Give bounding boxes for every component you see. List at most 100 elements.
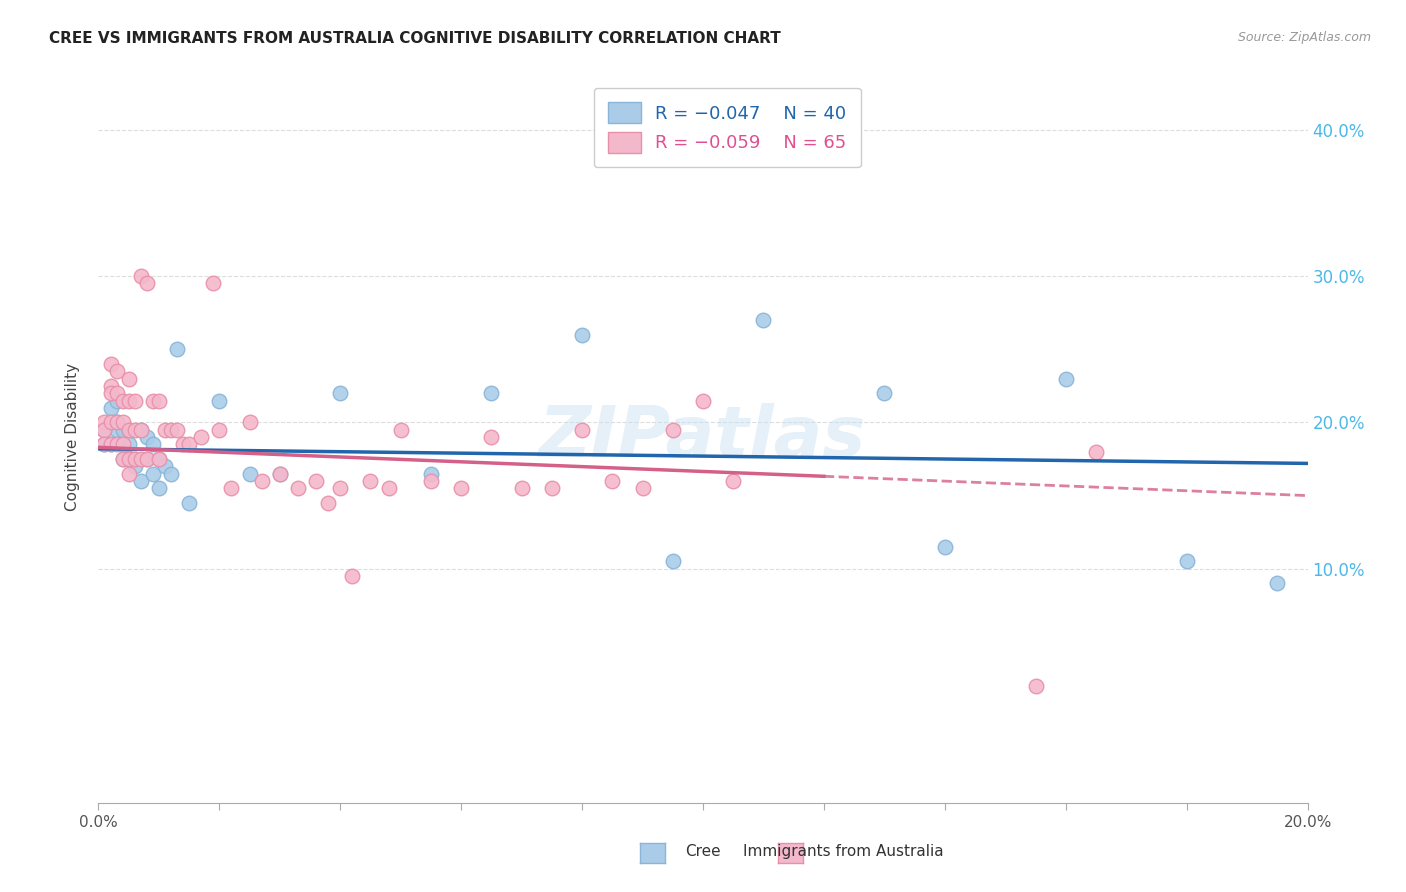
Point — [100, 437, 122, 451]
Point — [124, 423, 146, 437]
Point — [692, 393, 714, 408]
Point — [389, 423, 412, 437]
Point — [153, 459, 176, 474]
Point — [316, 496, 339, 510]
Point — [142, 467, 165, 481]
Point — [93, 437, 115, 451]
Point — [100, 357, 122, 371]
Point — [148, 393, 170, 408]
Point — [148, 452, 170, 467]
Point — [723, 474, 745, 488]
Point — [342, 569, 364, 583]
Point — [166, 343, 188, 357]
Point — [360, 474, 382, 488]
Point — [571, 327, 593, 342]
Legend: R = −0.047    N = 40, R = −0.059    N = 65: R = −0.047 N = 40, R = −0.059 N = 65 — [593, 87, 860, 168]
Point — [105, 386, 128, 401]
Point — [208, 423, 231, 437]
Point — [190, 430, 212, 444]
Point — [105, 393, 128, 408]
Point — [481, 430, 503, 444]
Point — [329, 481, 352, 495]
Point — [631, 481, 654, 495]
Point — [135, 430, 157, 444]
Point — [329, 386, 352, 401]
Y-axis label: Cognitive Disability: Cognitive Disability — [65, 363, 80, 511]
Point — [250, 474, 273, 488]
Point — [129, 474, 152, 488]
Point — [1267, 576, 1289, 591]
Point — [93, 416, 115, 430]
Point — [118, 423, 141, 437]
Point — [118, 437, 141, 451]
Point — [100, 416, 122, 430]
Point — [934, 540, 956, 554]
Point — [135, 277, 157, 291]
Point — [100, 437, 122, 451]
Point — [661, 423, 683, 437]
Point — [420, 467, 443, 481]
Text: Immigrants from Australia: Immigrants from Australia — [744, 845, 943, 859]
Text: ZIPatlas: ZIPatlas — [540, 402, 866, 472]
Point — [142, 393, 165, 408]
Point — [124, 393, 146, 408]
Point — [93, 423, 115, 437]
Point — [135, 452, 157, 467]
Point — [239, 416, 262, 430]
Point — [602, 474, 624, 488]
Point — [179, 437, 201, 451]
Point — [129, 423, 152, 437]
Point — [100, 386, 122, 401]
Point — [1085, 444, 1108, 458]
Text: Source: ZipAtlas.com: Source: ZipAtlas.com — [1237, 31, 1371, 45]
Point — [100, 379, 122, 393]
Point — [118, 452, 141, 467]
Point — [239, 467, 262, 481]
Text: Cree: Cree — [685, 845, 721, 859]
Point — [661, 554, 683, 568]
Point — [129, 269, 152, 284]
Point — [481, 386, 503, 401]
Point — [111, 423, 134, 437]
Point — [118, 393, 141, 408]
Point — [166, 423, 188, 437]
Point — [111, 393, 134, 408]
Point — [111, 452, 134, 467]
Point — [160, 467, 183, 481]
Point — [124, 459, 146, 474]
Point — [160, 423, 183, 437]
Point — [105, 437, 128, 451]
Point — [105, 364, 128, 378]
Point — [287, 481, 309, 495]
Point — [208, 393, 231, 408]
Point — [221, 481, 243, 495]
Point — [100, 401, 122, 415]
Point — [148, 452, 170, 467]
Point — [153, 423, 176, 437]
Point — [571, 423, 593, 437]
Point — [202, 277, 225, 291]
Point — [450, 481, 472, 495]
Point — [111, 437, 134, 451]
Point — [873, 386, 896, 401]
Point — [118, 452, 141, 467]
Point — [118, 467, 141, 481]
Point — [142, 437, 165, 451]
Point — [540, 481, 562, 495]
Text: CREE VS IMMIGRANTS FROM AUSTRALIA COGNITIVE DISABILITY CORRELATION CHART: CREE VS IMMIGRANTS FROM AUSTRALIA COGNIT… — [49, 31, 780, 46]
Point — [118, 423, 141, 437]
Point — [1054, 371, 1077, 385]
Point — [179, 496, 201, 510]
Point — [93, 423, 115, 437]
Point — [269, 467, 291, 481]
Point — [305, 474, 328, 488]
Point — [1175, 554, 1198, 568]
Point — [510, 481, 533, 495]
Point — [105, 416, 128, 430]
Point — [1024, 679, 1046, 693]
Point — [129, 423, 152, 437]
Point — [118, 371, 141, 385]
Point — [148, 481, 170, 495]
Point — [269, 467, 291, 481]
Point — [124, 452, 146, 467]
